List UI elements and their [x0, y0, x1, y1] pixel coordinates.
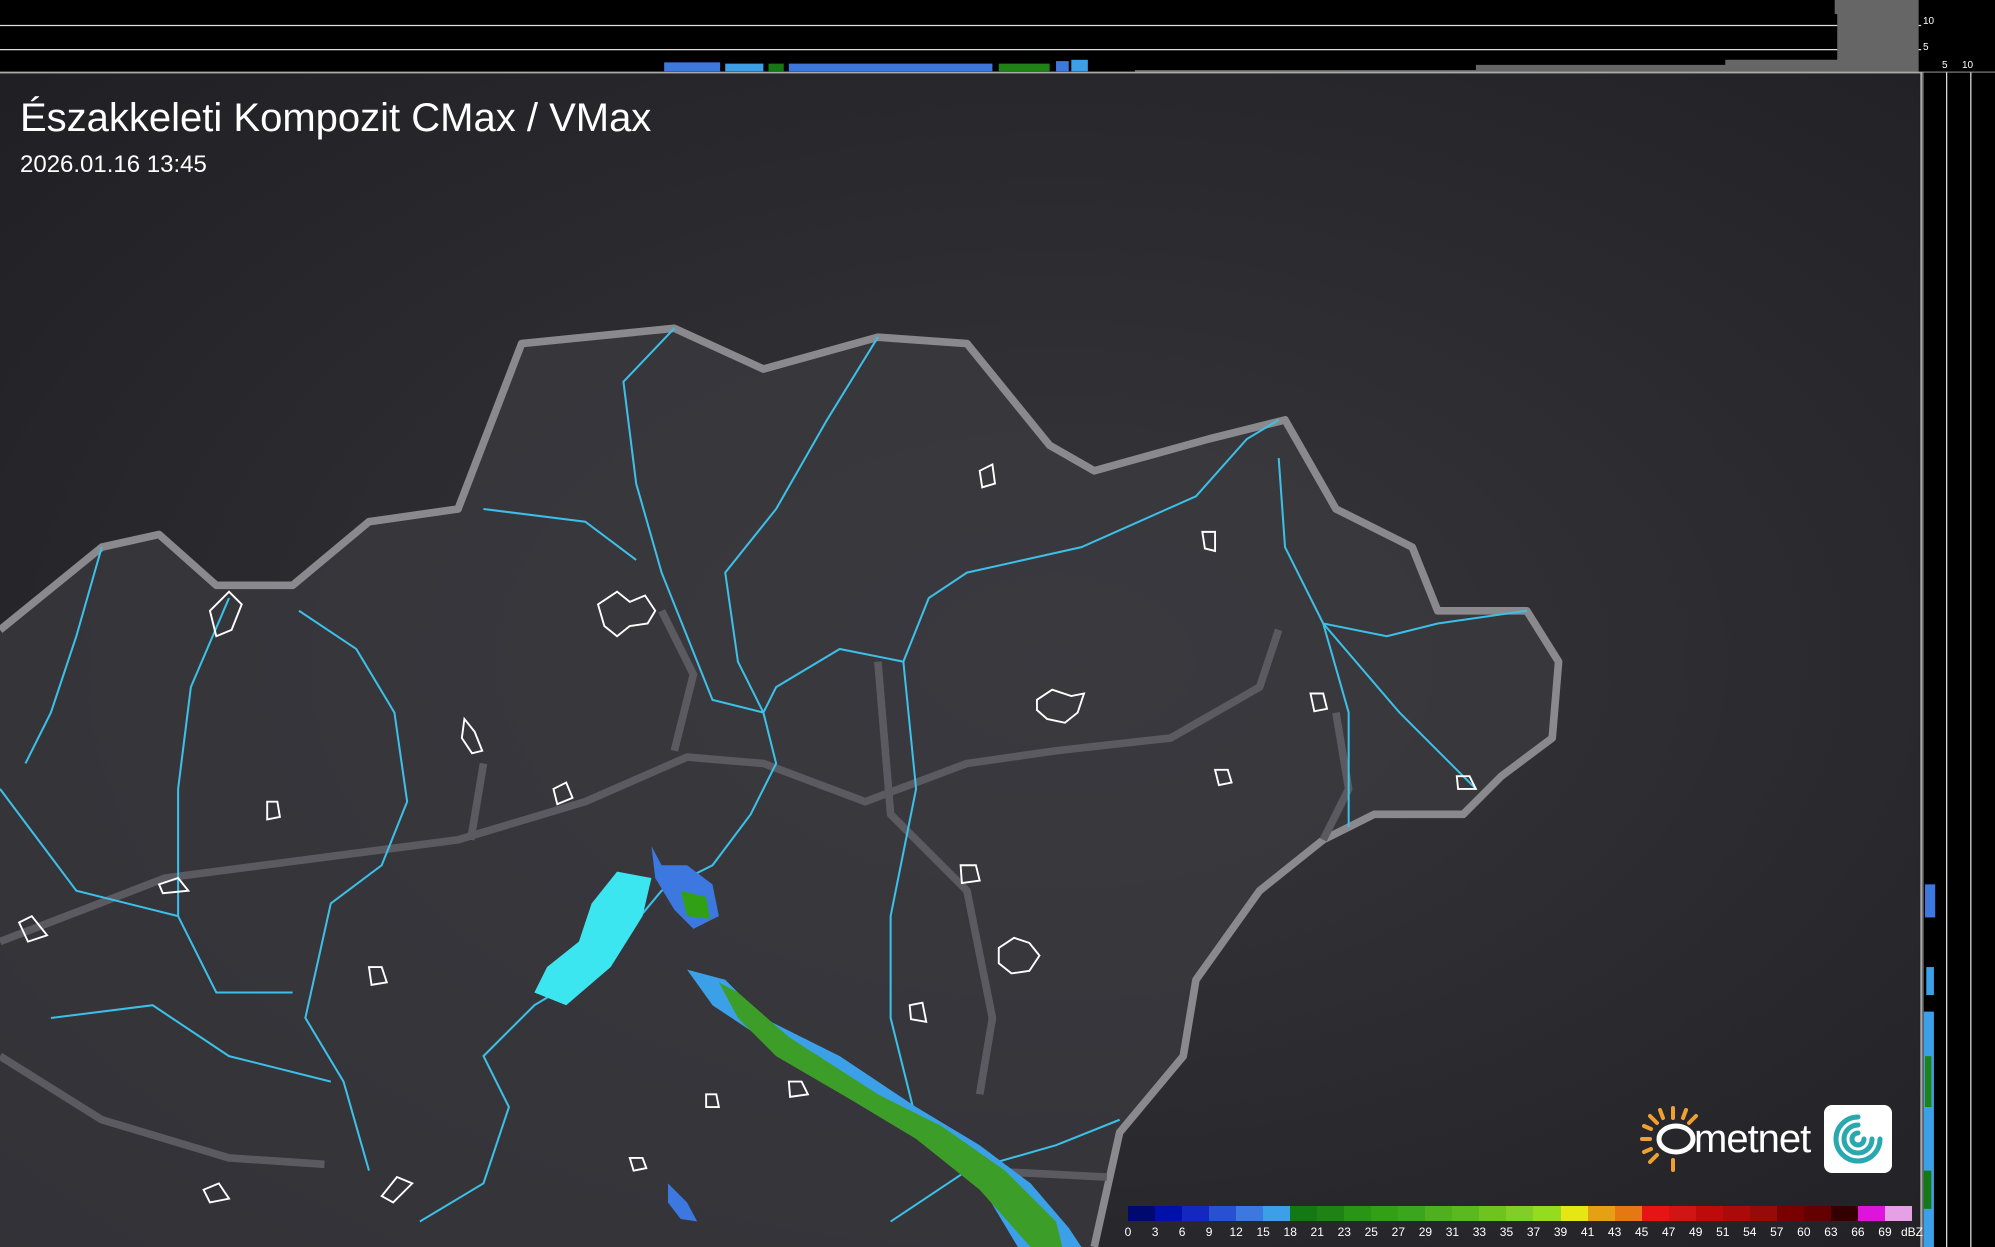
- legend-label: 39: [1553, 1225, 1568, 1239]
- legend-label: 33: [1472, 1225, 1487, 1239]
- legend-label: 66: [1851, 1225, 1865, 1239]
- rivers: [0, 327, 1527, 1223]
- legend-label: 35: [1499, 1225, 1514, 1239]
- legend-color-bar: [1128, 1206, 1912, 1221]
- map-title: Északkeleti Kompozit CMax / VMax: [20, 96, 652, 140]
- legend-swatch: [1830, 1206, 1858, 1221]
- legend-label: 25: [1364, 1225, 1378, 1239]
- legend-label: 54: [1743, 1225, 1757, 1239]
- logo-text: metnet: [1694, 1116, 1811, 1161]
- legend-label: 29: [1418, 1225, 1433, 1239]
- legend-label: 60: [1797, 1225, 1811, 1239]
- legend-swatch: [1263, 1206, 1291, 1221]
- legend-label: 18: [1283, 1225, 1297, 1239]
- legend-swatch: [1722, 1206, 1750, 1221]
- legend-label: 43: [1607, 1225, 1622, 1239]
- swirl-logo-icon: [1824, 1105, 1893, 1173]
- legend-swatch: [1479, 1206, 1507, 1221]
- metnet-logo: metnet: [1638, 1104, 1893, 1174]
- legend-swatch: [1236, 1206, 1264, 1221]
- legend-swatch: [1641, 1206, 1669, 1221]
- legend-swatch: [1614, 1206, 1642, 1221]
- legend-label: 31: [1445, 1225, 1460, 1239]
- legend-label: 12: [1229, 1225, 1243, 1239]
- legend-swatch: [1425, 1206, 1453, 1221]
- legend-swatch: [1155, 1206, 1183, 1221]
- legend-swatch: [1182, 1206, 1210, 1221]
- legend-label: 15: [1256, 1225, 1270, 1239]
- radar-echoes: [534, 846, 1082, 1247]
- legend-swatch: [1290, 1206, 1318, 1221]
- map-timestamp: 2026.01.16 13:45: [20, 151, 207, 178]
- legend-unit: dBZ: [1900, 1225, 1924, 1239]
- legend-swatch: [1506, 1206, 1534, 1221]
- legend-swatch: [1587, 1206, 1615, 1221]
- legend-label: 3: [1151, 1225, 1159, 1239]
- side-axis-label: 5: [1942, 60, 1948, 71]
- side-axis-label: 10: [1962, 60, 1974, 71]
- legend-label: 21: [1310, 1225, 1324, 1239]
- legend-swatch: [1857, 1206, 1885, 1221]
- legend-label: 47: [1662, 1225, 1676, 1239]
- legend-swatch: [1128, 1206, 1156, 1221]
- top-profile-panel: [0, 0, 1995, 73]
- legend-swatch: [1749, 1206, 1777, 1221]
- legend-swatch: [1884, 1206, 1912, 1221]
- legend-label: 63: [1824, 1225, 1838, 1239]
- legend-label: 41: [1580, 1225, 1595, 1239]
- legend-swatch: [1452, 1206, 1480, 1221]
- top-profile-terrain: [1134, 0, 1919, 73]
- sun-icon: [1640, 1106, 1698, 1172]
- legend-swatch: [1695, 1206, 1723, 1221]
- legend-swatch: [1668, 1206, 1696, 1221]
- legend-swatch: [1371, 1206, 1399, 1221]
- legend-label: 0: [1124, 1225, 1132, 1239]
- legend-label: 23: [1337, 1225, 1351, 1239]
- legend-label: 27: [1391, 1225, 1406, 1239]
- legend-swatch: [1533, 1206, 1561, 1221]
- legend-label: 37: [1526, 1225, 1541, 1239]
- legend-swatch: [1209, 1206, 1237, 1221]
- top-axis-label: 5: [1923, 42, 1929, 53]
- legend-label: 69: [1878, 1225, 1892, 1239]
- side-profile-echoes: [1923, 884, 1936, 1247]
- legend-swatch: [1398, 1206, 1426, 1221]
- county-borders: [0, 609, 1353, 1181]
- legend-label: 45: [1634, 1225, 1649, 1239]
- city-outlines: [17, 462, 1478, 1204]
- legend-swatch: [1344, 1206, 1372, 1221]
- dbz-color-legend: 0 3 6 9 12 15 18 21 23 25 27 29 31 33 35 37 39 41 43 45 47 49…: [1124, 1206, 1923, 1241]
- top-profile-echoes: [664, 59, 1088, 72]
- legend-label: 57: [1770, 1225, 1784, 1239]
- top-axis-label: 10: [1923, 16, 1935, 27]
- legend-labels: 0 3 6 9 12 15 18 21 23 25 27 29 31 33 35 37 39 41 43 45 47 49…: [1124, 1225, 1923, 1241]
- legend-swatch: [1776, 1206, 1804, 1221]
- legend-label: 6: [1178, 1225, 1186, 1239]
- legend-swatch: [1560, 1206, 1588, 1221]
- legend-swatch: [1803, 1206, 1831, 1221]
- legend-label: 51: [1716, 1225, 1730, 1239]
- legend-swatch: [1317, 1206, 1345, 1221]
- legend-label: 9: [1205, 1225, 1213, 1239]
- region-area: [0, 328, 1559, 1247]
- legend-label: 49: [1689, 1225, 1703, 1239]
